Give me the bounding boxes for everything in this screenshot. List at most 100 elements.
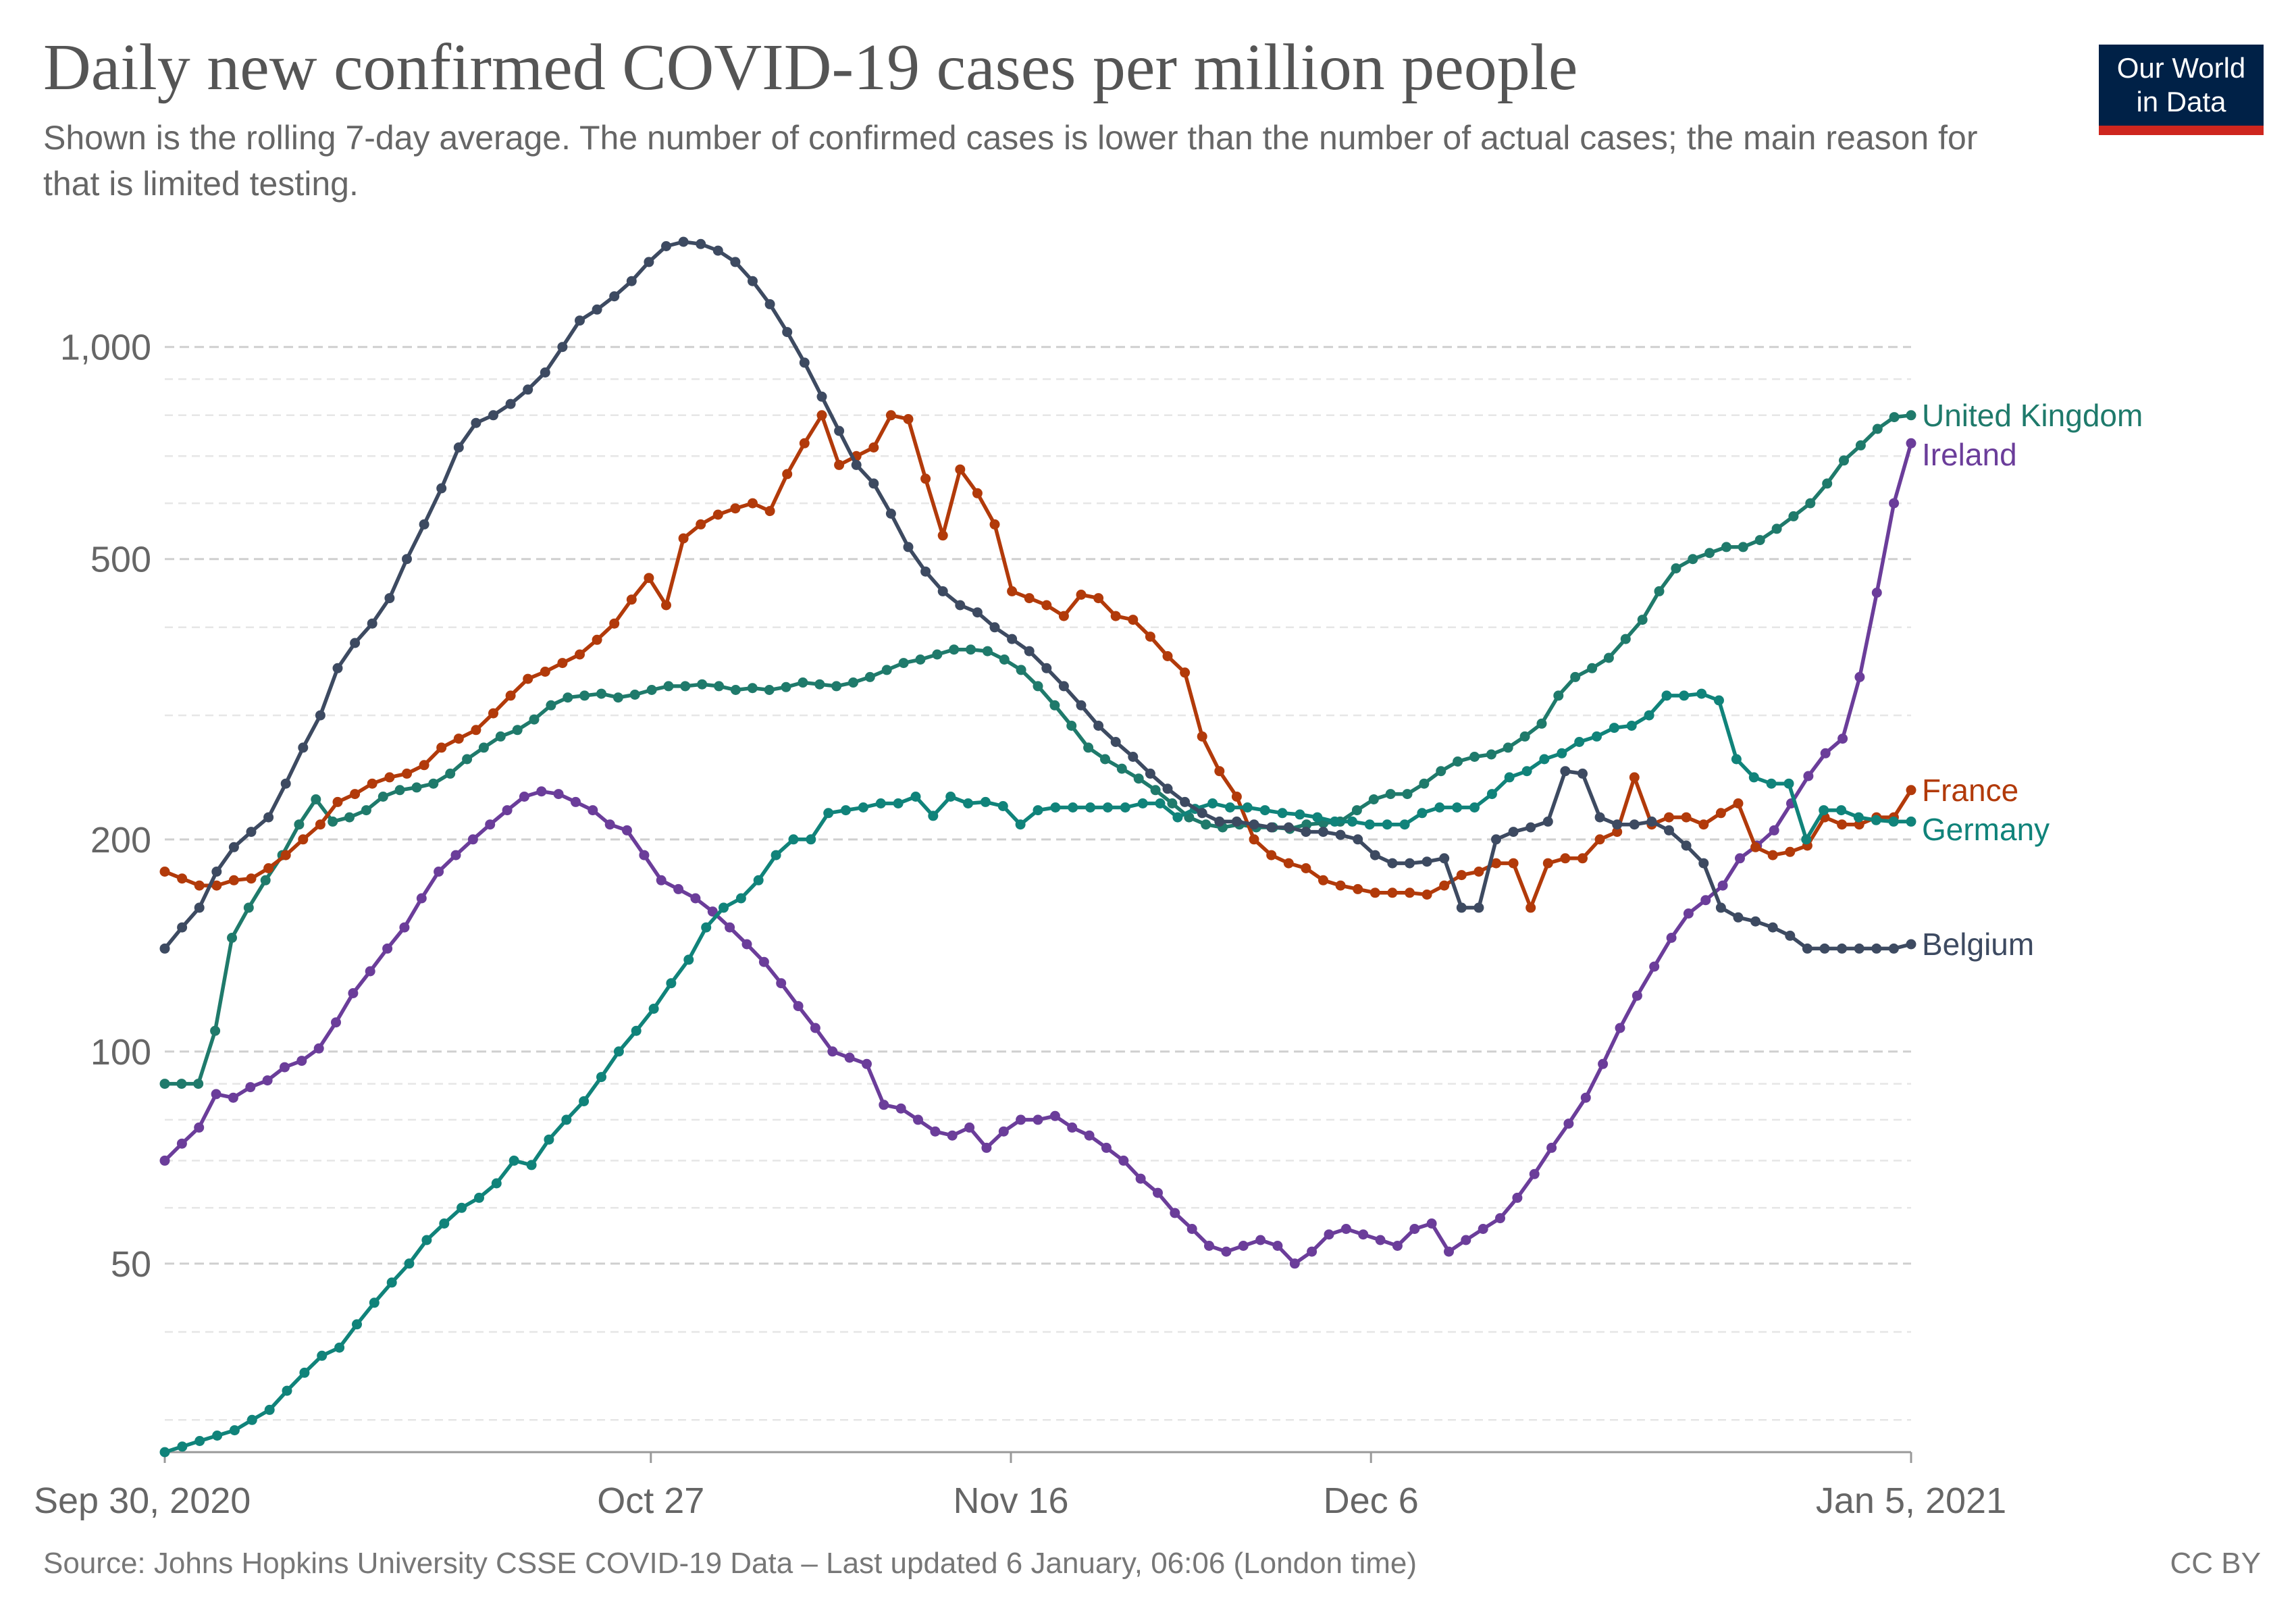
data-point bbox=[1666, 933, 1677, 943]
data-point bbox=[1301, 827, 1311, 838]
data-point bbox=[1574, 737, 1585, 747]
data-point bbox=[1084, 1130, 1095, 1141]
data-point bbox=[540, 667, 550, 677]
license-link[interactable]: CC BY bbox=[2170, 1547, 2261, 1580]
data-point bbox=[1369, 887, 1380, 898]
data-point bbox=[1417, 808, 1428, 819]
data-point bbox=[382, 943, 393, 954]
data-point bbox=[1024, 646, 1035, 657]
data-point bbox=[592, 304, 602, 315]
data-point bbox=[1603, 652, 1614, 663]
data-point bbox=[402, 768, 412, 779]
data-point bbox=[331, 1017, 341, 1028]
data-point bbox=[1766, 778, 1777, 789]
data-point bbox=[1102, 802, 1113, 813]
data-point bbox=[419, 760, 429, 771]
data-point bbox=[1405, 858, 1415, 869]
data-point bbox=[159, 867, 170, 877]
data-point bbox=[1067, 1122, 1078, 1133]
data-point bbox=[1767, 922, 1778, 933]
data-point bbox=[1546, 1142, 1557, 1153]
data-point bbox=[243, 902, 254, 913]
data-point bbox=[741, 939, 752, 950]
data-point bbox=[868, 478, 879, 489]
data-point bbox=[588, 805, 598, 816]
data-point bbox=[177, 1441, 188, 1452]
data-point bbox=[1033, 805, 1043, 816]
data-point bbox=[194, 1122, 205, 1133]
data-point bbox=[1839, 455, 1849, 466]
data-point bbox=[1785, 930, 1796, 941]
data-point bbox=[445, 768, 456, 779]
x-tick-label: Jan 5, 2021 bbox=[1816, 1481, 2006, 1521]
data-point bbox=[1221, 1246, 1232, 1257]
data-point bbox=[1007, 586, 1018, 596]
data-point bbox=[648, 1004, 659, 1014]
data-point bbox=[1906, 816, 1916, 827]
data-point bbox=[1249, 819, 1259, 830]
data-point bbox=[1197, 731, 1207, 742]
data-point bbox=[714, 681, 725, 692]
data-point bbox=[1358, 1229, 1369, 1240]
data-point bbox=[177, 922, 188, 933]
data-point bbox=[1491, 834, 1501, 845]
data-point bbox=[227, 933, 237, 943]
data-point bbox=[350, 638, 361, 648]
data-point bbox=[453, 734, 464, 744]
data-point bbox=[561, 1114, 572, 1125]
data-point bbox=[776, 978, 787, 989]
data-point bbox=[893, 798, 904, 808]
data-point bbox=[903, 414, 914, 424]
data-point bbox=[1519, 731, 1530, 742]
data-point bbox=[1307, 1246, 1317, 1257]
data-point bbox=[246, 1414, 257, 1425]
data-point bbox=[262, 1075, 273, 1086]
data-point bbox=[949, 644, 960, 655]
data-point bbox=[920, 473, 931, 484]
data-point bbox=[612, 692, 623, 703]
data-point bbox=[1150, 785, 1161, 796]
data-point bbox=[1453, 756, 1463, 767]
data-point bbox=[1560, 766, 1571, 777]
data-point bbox=[505, 690, 516, 701]
data-point bbox=[317, 1350, 328, 1361]
data-point bbox=[159, 1447, 170, 1458]
data-point bbox=[263, 863, 274, 873]
our-world-in-data-logo[interactable]: Our World in Data bbox=[2099, 45, 2264, 135]
data-point bbox=[1033, 681, 1043, 692]
data-point bbox=[194, 902, 205, 913]
data-point bbox=[1041, 600, 1052, 611]
data-point bbox=[1015, 819, 1026, 830]
data-point bbox=[898, 658, 909, 669]
data-point bbox=[663, 681, 674, 692]
data-point bbox=[730, 257, 741, 267]
data-point bbox=[1637, 615, 1648, 625]
data-point bbox=[823, 808, 834, 819]
data-point bbox=[1225, 802, 1235, 813]
data-point bbox=[1207, 798, 1218, 808]
data-point bbox=[1295, 809, 1305, 820]
data-point bbox=[1392, 1241, 1403, 1251]
data-point bbox=[1478, 1224, 1488, 1234]
data-point bbox=[771, 850, 781, 860]
data-point bbox=[1186, 1224, 1197, 1234]
data-point bbox=[1444, 1246, 1454, 1257]
data-point bbox=[1110, 611, 1121, 621]
data-point bbox=[799, 357, 810, 368]
data-point bbox=[1238, 1241, 1249, 1251]
data-point bbox=[1266, 822, 1277, 833]
data-point bbox=[1180, 667, 1191, 678]
data-point bbox=[920, 566, 931, 577]
data-point bbox=[299, 1367, 310, 1378]
data-point bbox=[1822, 478, 1833, 489]
data-point bbox=[311, 794, 321, 804]
data-point bbox=[1085, 802, 1096, 813]
data-point bbox=[868, 442, 879, 453]
data-point bbox=[419, 519, 429, 530]
data-point bbox=[1750, 842, 1761, 852]
data-point bbox=[1100, 754, 1110, 765]
data-point bbox=[697, 679, 708, 690]
data-point bbox=[1214, 816, 1225, 827]
y-tick-label: 50 bbox=[111, 1244, 151, 1285]
data-point bbox=[928, 810, 939, 821]
